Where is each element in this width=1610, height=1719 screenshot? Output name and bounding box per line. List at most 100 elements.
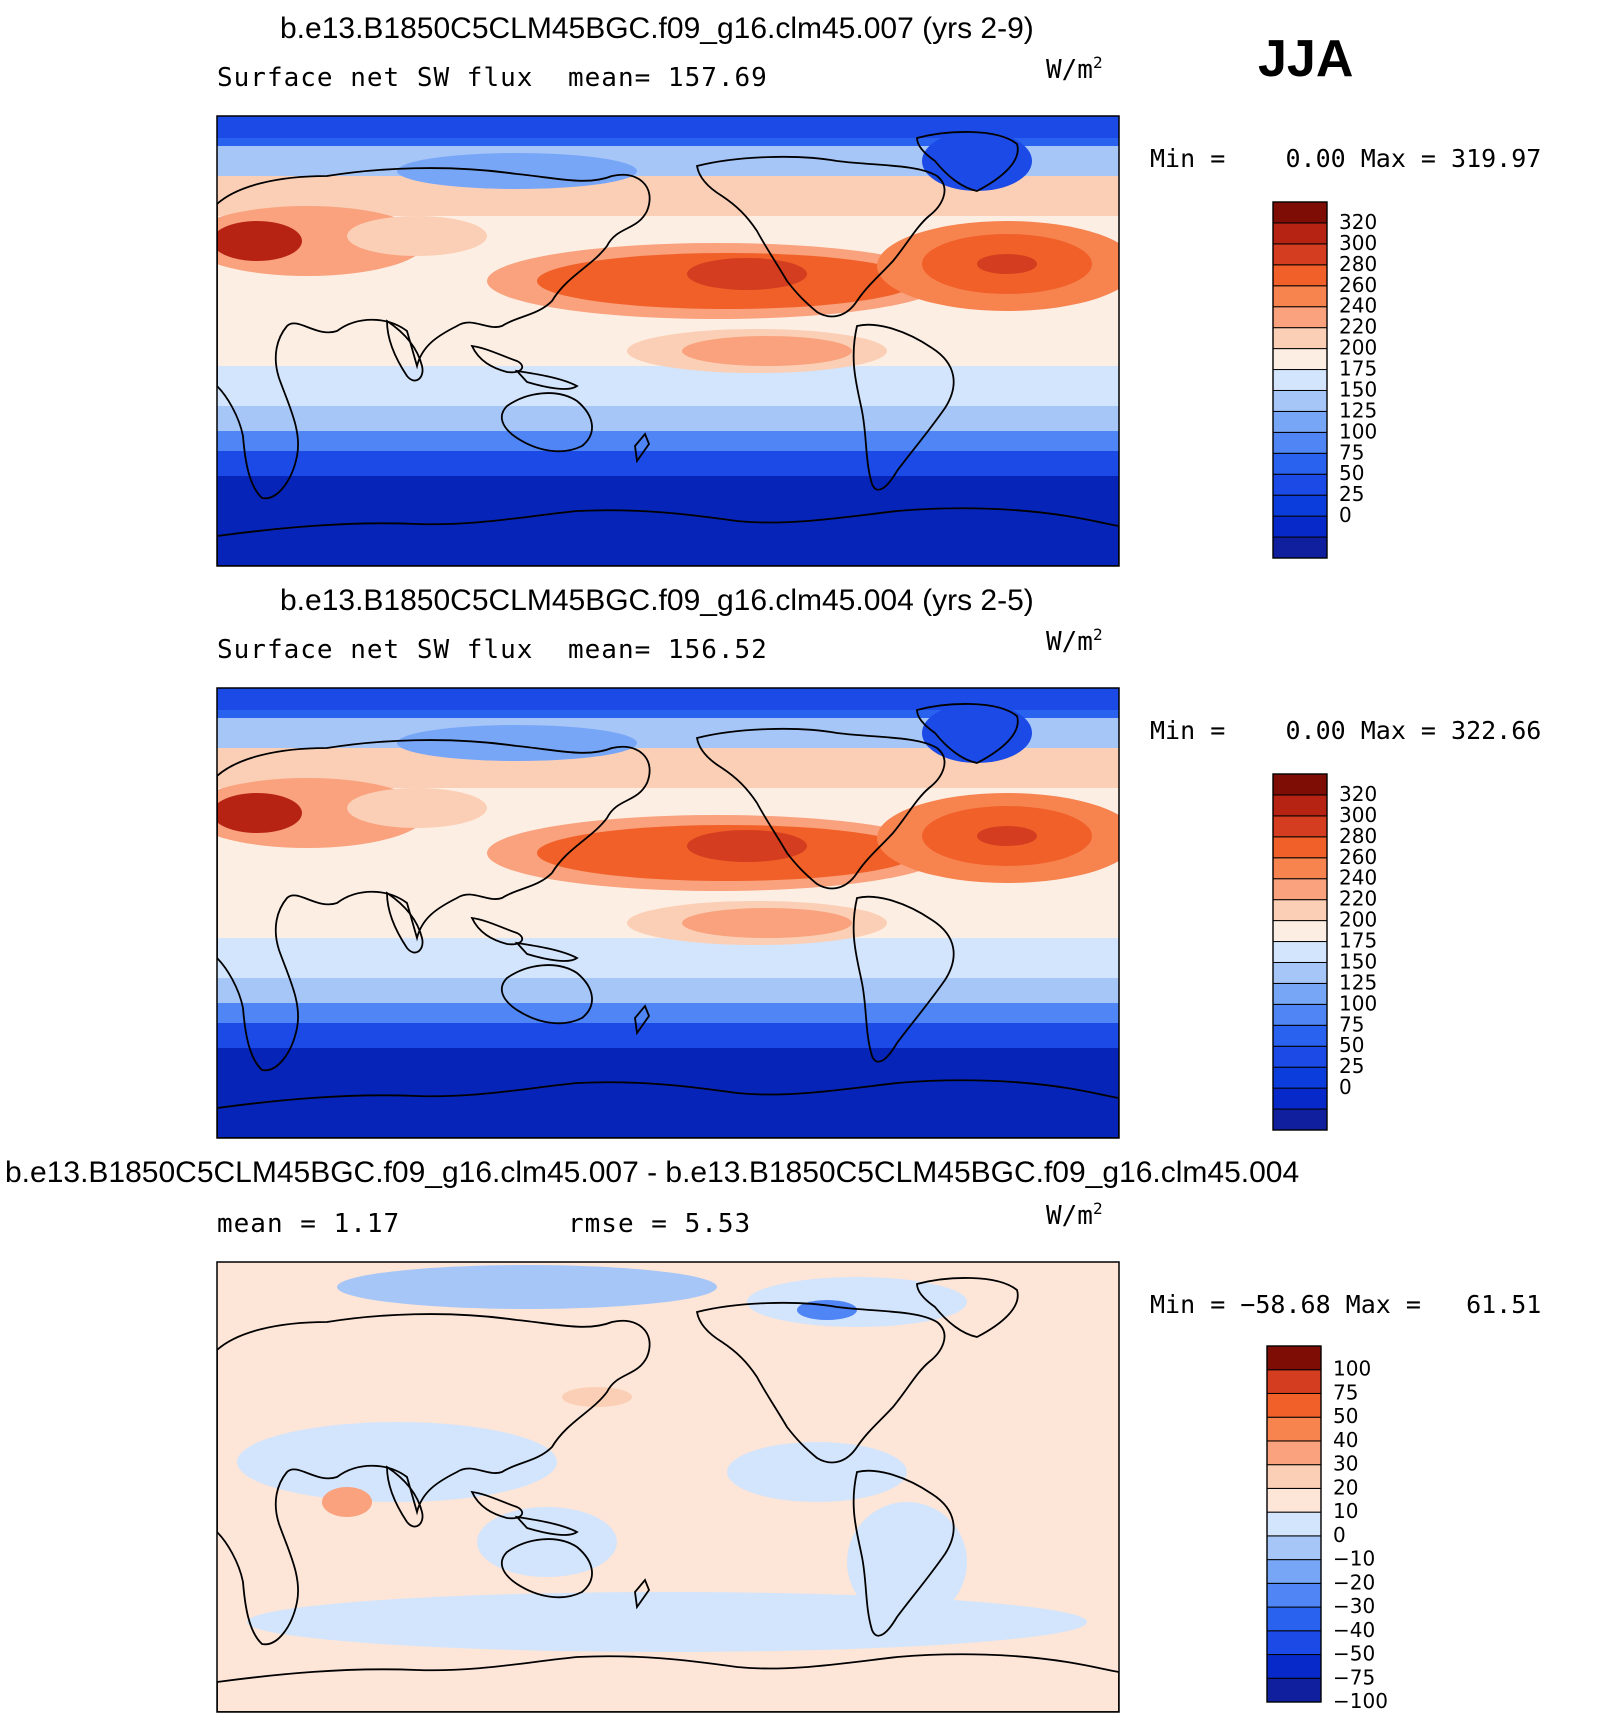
colorbar-tick-label: 125 [1339, 398, 1377, 422]
colorbar-swatch [1272, 494, 1328, 517]
colorbar-swatch [1266, 1487, 1322, 1513]
colorbar-tick-label: 320 [1339, 210, 1377, 234]
colorbar-tick-label: 200 [1339, 908, 1377, 932]
map-field [216, 687, 1120, 1139]
colorbar-swatch [1272, 961, 1328, 984]
colorbar-swatch [1272, 899, 1328, 922]
colorbar-tick-label: 75 [1339, 1012, 1364, 1036]
season-label: JJA [1258, 30, 1353, 88]
map-frame [216, 1261, 1120, 1713]
colorbar-tick-label: 30 [1333, 1452, 1358, 1476]
colorbar-swatch [1272, 327, 1328, 350]
panel-mid-label: mean= 156.52 [568, 635, 768, 665]
colorbar-tick-label: −100 [1333, 1689, 1388, 1713]
colorbar-swatch [1272, 794, 1328, 817]
panel-left-label: Surface net SW flux [217, 635, 533, 665]
colorbar-swatch [1266, 1559, 1322, 1584]
colorbar-swatch [1266, 1345, 1322, 1371]
colorbar-tick-label: 260 [1339, 845, 1377, 869]
colorbar-tick-label: 300 [1339, 231, 1377, 255]
colorbar-tick-label: 25 [1339, 1054, 1364, 1078]
colorbar-tick-label: 240 [1339, 866, 1377, 890]
colorbar-tick-label: 25 [1339, 482, 1364, 506]
colorbar-tick-label: −30 [1333, 1594, 1375, 1618]
colorbar-tick-label: 100 [1333, 1357, 1371, 1381]
colorbar-swatch [1266, 1654, 1322, 1679]
colorbar-swatch [1272, 982, 1328, 1005]
min-max-readout: Min = −58.68 Max = 61.51 [1150, 1290, 1541, 1319]
colorbar-swatch [1272, 920, 1328, 943]
colorbar-tick-label: 240 [1339, 294, 1377, 318]
colorbar-swatch [1272, 1003, 1328, 1026]
panel-units: W/m2 [1046, 1199, 1103, 1231]
colorbar-swatch [1266, 1606, 1322, 1632]
colorbar-tick-label: 175 [1339, 357, 1377, 381]
colorbar-swatch [1266, 1511, 1322, 1537]
panel-units: W/m2 [1046, 625, 1103, 657]
panel-mid-label: rmse = 5.53 [568, 1209, 751, 1239]
min-max-readout: Min = 0.00 Max = 322.66 [1150, 716, 1541, 745]
colorbar-swatch [1266, 1677, 1322, 1703]
colorbar-tick-label: 100 [1339, 419, 1377, 443]
colorbar-tick-label: 150 [1339, 949, 1377, 973]
colorbar-tick-label: 75 [1339, 440, 1364, 464]
colorbar-swatch [1272, 431, 1328, 454]
colorbar-tick-label: 125 [1339, 970, 1377, 994]
min-max-readout: Min = 0.00 Max = 319.97 [1150, 144, 1541, 173]
panel-title: b.e13.B1850C5CLM45BGC.f09_g16.clm45.007 … [280, 12, 1034, 45]
colorbar-swatch [1272, 285, 1328, 308]
colorbar-swatch [1272, 348, 1328, 371]
panel-2: b.e13.B1850C5CLM45BGC.f09_g16.clm45.004 … [216, 584, 1541, 1139]
colorbar-swatch [1272, 515, 1328, 538]
colorbar-tick-label: −75 [1333, 1665, 1375, 1689]
panel-3: b.e13.B1850C5CLM45BGC.f09_g16.clm45.007 … [5, 1156, 1541, 1713]
colorbar-tick-label: 175 [1339, 929, 1377, 953]
colorbar-swatch [1272, 369, 1328, 391]
colorbar-tick-label: −40 [1333, 1618, 1375, 1642]
panels-group: b.e13.B1850C5CLM45BGC.f09_g16.clm45.007 … [5, 12, 1541, 1713]
colorbar-swatch [1272, 1108, 1328, 1131]
colorbar-tick-label: 200 [1339, 336, 1377, 360]
colorbar-tick-label: 260 [1339, 273, 1377, 297]
map-field [216, 115, 1120, 567]
panel-mid-label: mean= 157.69 [568, 63, 768, 93]
colorbar-tick-label: 300 [1339, 803, 1377, 827]
panel-left-label: mean = 1.17 [217, 1209, 400, 1239]
colorbar-tick-label: 0 [1333, 1523, 1346, 1547]
map-frame [216, 687, 1120, 1139]
colorbar-swatch [1272, 836, 1328, 859]
colorbar-tick-label: 10 [1333, 1499, 1358, 1523]
colorbar-swatch [1266, 1440, 1322, 1466]
colorbar-swatch [1272, 773, 1328, 796]
colorbar-tick-label: 280 [1339, 252, 1377, 276]
colorbar-tick-label: 220 [1339, 315, 1377, 339]
map-field [216, 1261, 1120, 1713]
colorbar-swatch [1272, 1045, 1328, 1068]
colorbar-tick-label: 50 [1333, 1404, 1358, 1428]
colorbar-swatch [1266, 1369, 1322, 1394]
colorbar-swatch [1272, 410, 1328, 433]
colorbar-tick-label: 40 [1333, 1428, 1358, 1452]
panel-title: b.e13.B1850C5CLM45BGC.f09_g16.clm45.007 … [5, 1156, 1299, 1189]
colorbar-swatch [1272, 201, 1328, 224]
colorbar-tick-label: 75 [1333, 1380, 1358, 1404]
panel-left-label: Surface net SW flux [217, 63, 533, 93]
colorbar-swatch [1272, 389, 1328, 412]
colorbar-tick-label: 280 [1339, 824, 1377, 848]
colorbar-swatch [1272, 536, 1328, 559]
panel-1: b.e13.B1850C5CLM45BGC.f09_g16.clm45.007 … [216, 12, 1541, 567]
colorbar-tick-label: 50 [1339, 1033, 1364, 1057]
colorbar-swatch [1272, 1087, 1328, 1110]
colorbar-swatch [1266, 1464, 1322, 1489]
colorbar-tick-label: 220 [1339, 887, 1377, 911]
colorbar-swatch [1272, 1066, 1328, 1089]
colorbar-swatch [1272, 1024, 1328, 1047]
colorbar-swatch [1272, 222, 1328, 245]
colorbar-tick-label: 50 [1339, 461, 1364, 485]
map-frame [216, 115, 1120, 567]
colorbar-swatch [1272, 473, 1328, 496]
